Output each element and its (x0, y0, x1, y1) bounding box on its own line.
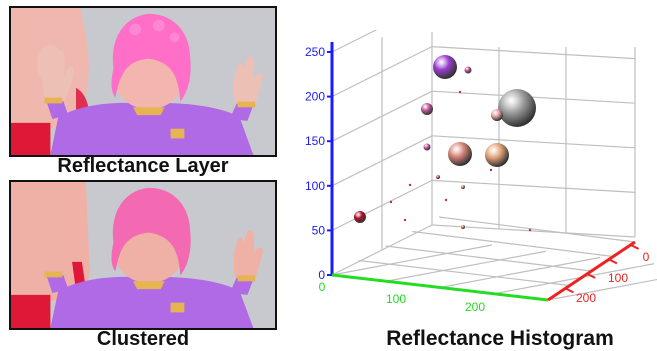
child-left-hand (42, 224, 75, 276)
grid-line (493, 263, 655, 295)
histogram-point (461, 225, 465, 229)
grid-line (385, 250, 547, 282)
vertical-tick-label: 0 (318, 268, 325, 282)
grid-line (431, 135, 636, 149)
histogram-point (436, 175, 440, 179)
histogram-point (423, 143, 431, 151)
depth-tick (608, 258, 618, 265)
depth-tick-label: 0 (643, 250, 650, 264)
child-face (115, 50, 183, 110)
histogram-point (485, 143, 509, 167)
right-wristband (237, 101, 256, 108)
hat-knit (152, 19, 165, 32)
histogram-dot (489, 168, 493, 172)
clustered-illustration (11, 182, 275, 328)
histogram-dot (403, 218, 407, 222)
plot-axes (327, 42, 640, 302)
depth-tick-label: 100 (608, 271, 628, 285)
reflectance-layer-caption: Reflectance Layer (57, 155, 229, 177)
right-wristband (237, 275, 256, 282)
collar (133, 281, 165, 290)
shirt-badge (170, 128, 185, 139)
depth-tick (630, 244, 640, 250)
horizontal-axis (331, 273, 549, 302)
vertical-tick-label: 50 (312, 223, 326, 237)
hat-knit (129, 23, 142, 36)
reflectance-histogram-caption: Reflectance Histogram (386, 327, 614, 350)
histogram-dot (444, 198, 448, 202)
child-face (115, 224, 183, 284)
histogram-point (421, 103, 433, 115)
histogram-point (354, 211, 366, 223)
histogram-point (498, 89, 536, 127)
horizontal-tick-label: 0 (319, 280, 326, 294)
depth-tick (586, 273, 596, 279)
plot-tick-labels: 0 50 100 150 200 250 0 100 200 0 100 200 (305, 45, 650, 314)
depth-axis (547, 240, 636, 302)
child-shirt (50, 102, 254, 155)
histogram-dot (408, 183, 412, 187)
histogram-dot (389, 200, 393, 204)
histogram-point (461, 185, 465, 189)
clustered-image (9, 180, 277, 330)
left-wristband (44, 97, 63, 104)
horizontal-tick-label: 200 (465, 300, 485, 314)
child-hat (111, 187, 191, 276)
horizontal-tick-label: 100 (386, 292, 406, 306)
grid-line (431, 90, 636, 104)
grid-line (438, 216, 636, 243)
red-clothing (11, 122, 51, 155)
grid-line (412, 230, 614, 258)
grid-line (431, 224, 636, 238)
child-right-hand (233, 56, 264, 108)
grid-line (331, 244, 493, 276)
plot-points (354, 55, 536, 232)
clustered-caption: Clustered (96, 328, 190, 350)
grid-line (431, 46, 636, 60)
vertical-tick-label: 100 (305, 179, 325, 193)
histogram-point (448, 142, 472, 166)
vertical-tick-label: 200 (305, 90, 325, 104)
red-clothing (11, 294, 51, 328)
shirt-badge (170, 302, 185, 313)
child-left-hand (42, 50, 75, 102)
hat-knit (169, 32, 180, 43)
grid-line (331, 30, 378, 53)
vertical-tick-label: 250 (305, 45, 325, 59)
child-shirt (50, 276, 254, 328)
histogram-dot (458, 90, 462, 94)
vertical-tick-label: 150 (305, 134, 325, 148)
depth-tick (564, 287, 574, 294)
histogram-point (433, 55, 457, 79)
depth-tick-label: 200 (576, 291, 596, 305)
reflectance-layer-image (9, 6, 277, 157)
child-right-hand (233, 230, 264, 282)
histogram-point (464, 66, 472, 74)
histogram-dot (528, 228, 532, 232)
histogram-point (491, 109, 503, 121)
reflectance-layer-illustration (11, 8, 275, 155)
collar (133, 107, 165, 116)
grid-line (358, 259, 570, 287)
grid-line (439, 256, 601, 289)
grid-line (431, 179, 636, 193)
grid-line (547, 278, 657, 301)
reflectance-histogram-chart: 0 50 100 150 200 250 0 100 200 0 100 200 (305, 30, 657, 314)
left-wristband (44, 271, 63, 278)
grid-line (385, 245, 592, 272)
